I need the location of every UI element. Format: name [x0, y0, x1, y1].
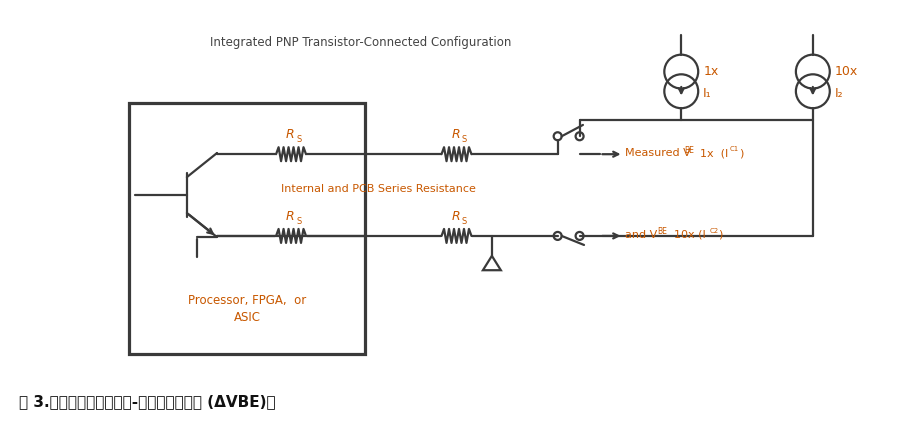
Text: S: S [462, 135, 466, 144]
Text: R: R [286, 128, 294, 141]
Text: BE: BE [684, 146, 694, 155]
Text: I₁: I₁ [703, 87, 711, 100]
Text: 图 3.用两个电流测量基极-发射极电压变化 (ΔVBE)。: 图 3.用两个电流测量基极-发射极电压变化 (ΔVBE)。 [19, 394, 276, 409]
Text: Measured V: Measured V [626, 148, 691, 158]
Bar [129, 104, 365, 354]
Text: ): ) [718, 230, 722, 240]
Text: R: R [286, 210, 294, 223]
Text: 1x: 1x [703, 65, 719, 78]
Text: Integrated PNP Transistor-Connected Configuration: Integrated PNP Transistor-Connected Conf… [210, 35, 511, 49]
Text: 10x (I: 10x (I [667, 230, 706, 240]
Text: and V: and V [626, 230, 658, 240]
Text: C2: C2 [709, 228, 718, 234]
Text: I₂: I₂ [834, 87, 844, 100]
Text: Internal and PCB Series Resistance: Internal and PCB Series Resistance [281, 184, 476, 194]
Text: S: S [296, 135, 302, 144]
Text: C1: C1 [730, 146, 740, 152]
Text: BE: BE [658, 227, 667, 236]
Text: Processor, FPGA,  or
ASIC: Processor, FPGA, or ASIC [188, 294, 306, 324]
Text: R: R [451, 210, 460, 223]
Text: R: R [451, 128, 460, 141]
Text: 1x  (I: 1x (I [693, 148, 729, 158]
Text: ): ) [739, 148, 743, 158]
Text: S: S [462, 217, 466, 226]
Text: S: S [296, 217, 302, 226]
Text: 10x: 10x [834, 65, 858, 78]
